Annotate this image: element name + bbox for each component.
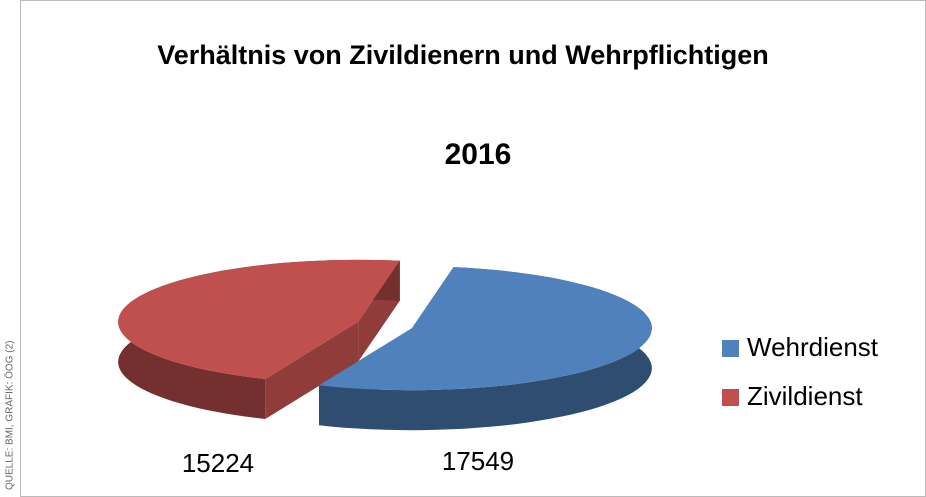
value-label: 17549 — [442, 446, 514, 476]
source-note: QUELLE: BMI, GRAFIK: ÖOG (2) — [4, 341, 16, 490]
value-label: 15224 — [182, 448, 254, 478]
legend-label: Wehrdienst — [747, 332, 879, 362]
pie-slice — [118, 259, 400, 379]
slice-cut-face — [265, 321, 359, 419]
chart-subtitle: 2016 — [445, 138, 512, 171]
legend-swatch — [722, 340, 739, 357]
chart-title: Verhältnis von Zivildienern und Wehrpfli… — [157, 40, 769, 70]
legend-swatch — [722, 389, 739, 406]
legend-label: Zivildienst — [747, 381, 863, 411]
pie-slice — [319, 267, 652, 391]
pie-tops — [118, 259, 652, 391]
